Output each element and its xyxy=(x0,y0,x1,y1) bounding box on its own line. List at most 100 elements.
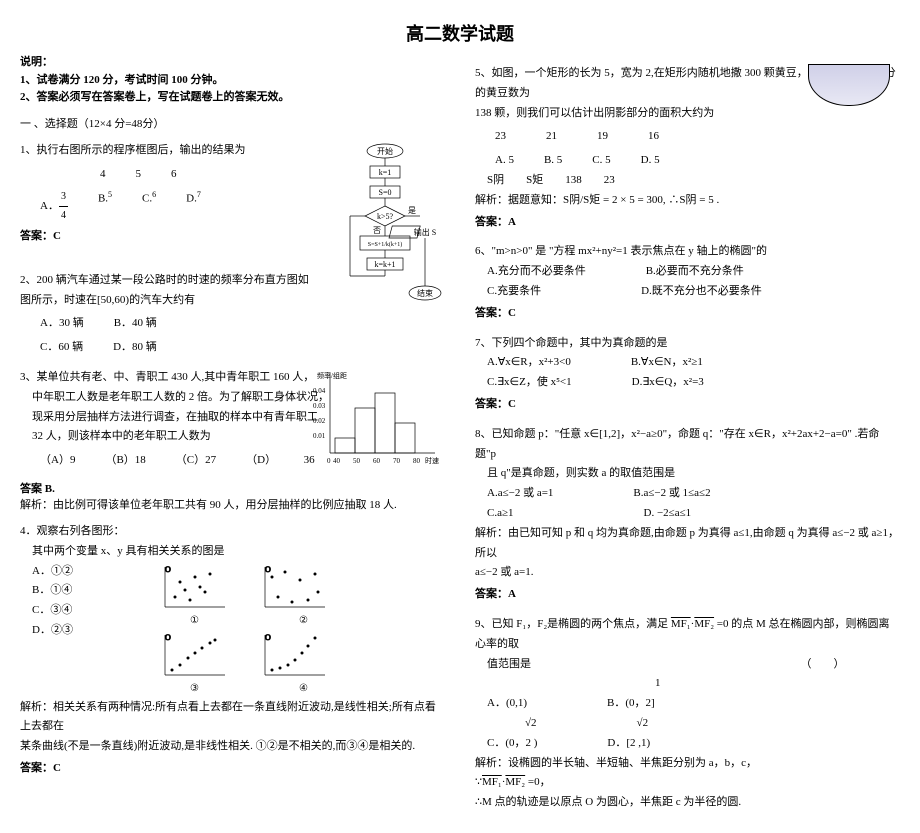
q5-opt-b: B. 5 xyxy=(544,151,562,171)
page-title: 高二数学试题 xyxy=(20,20,900,46)
svg-text:k=1: k=1 xyxy=(379,168,392,177)
q5-calc: 解析：据题意知：S阴/S矩 = 2 × 5 = 300, ∴S阴 = 5 . xyxy=(475,191,900,211)
q1-opt-d: D.7 xyxy=(186,188,201,225)
q3-opt-a: （A）9 xyxy=(40,451,75,471)
q7-opt-d: D.∃x∈Q，x²=3 xyxy=(632,373,704,393)
svg-text:40: 40 xyxy=(333,457,341,465)
q3-answer: 答案 B. xyxy=(20,480,445,496)
q2-opt-c: C．60 辆 xyxy=(40,338,83,358)
q4-opt-b: B．①④ xyxy=(32,581,160,601)
q7-opt-c: C.∃x∈Z，使 x⁵<1 xyxy=(487,373,572,393)
q3-opt-c: （C）27 xyxy=(176,451,216,471)
svg-text:80: 80 xyxy=(413,457,421,465)
question-5: 5、如图，一个矩形的长为 5，宽为 2,在矩形内随机地撒 300 颗黄豆，数得落… xyxy=(475,64,900,232)
q5-n3: 19 xyxy=(597,127,608,147)
svg-text:频率/组距: 频率/组距 xyxy=(317,371,347,380)
scatter-2: O xyxy=(260,562,330,612)
svg-text:开始: 开始 xyxy=(377,146,393,156)
question-6: 6、"m>n>0" 是 "方程 mx²+ny²=1 表示焦点在 y 轴上的椭圆"… xyxy=(475,242,900,323)
q5-answer: 答案：A xyxy=(475,213,900,233)
q5-opt-c: C. 5 xyxy=(592,151,610,171)
q9-expl-3: ∴M 点的轨迹是以原点 O 为圆心，半焦距 c 为半径的圆. xyxy=(475,793,900,813)
q5-l2: 138 颗，则我们可以估计出阴影部分的面积大约为 xyxy=(475,104,900,124)
note-2: 2、答案必须写在答案卷上，写在试题卷上的答案无效。 xyxy=(20,89,445,107)
q6-opt-a: A.充分而不必要条件 xyxy=(487,262,586,282)
q5-n1: 23 xyxy=(495,127,506,147)
scatter-4: O xyxy=(260,630,330,680)
q7-opt-b: B.∀x∈N，x²≥1 xyxy=(631,353,703,373)
svg-text:0: 0 xyxy=(327,457,331,465)
q9-expl-2: ∵MF₁·MF₂ =0， xyxy=(475,773,900,793)
q9-row1-b: 1 xyxy=(655,674,900,694)
svg-text:S=0: S=0 xyxy=(379,188,392,197)
svg-text:k>5?: k>5? xyxy=(377,212,394,221)
q9-stem: 9、已知 F₁，F₂是椭圆的两个焦点，满足 MF₁·MF₂ =0 的点 M 总在… xyxy=(475,615,900,655)
q9-l2: 值范围是 （ ） xyxy=(487,655,900,675)
q2-opt-d: D．80 辆 xyxy=(113,338,157,358)
q4-expl-1: 解析：相关关系有两种情况:所有点看上去都在一条直线附近波动,是线性相关;所有点看… xyxy=(20,698,445,738)
question-1: 1、执行右图所示的程序框图后，输出的结果为 4 5 6 A．34 B.5 C.6… xyxy=(20,141,445,261)
q6-answer: 答案：C xyxy=(475,304,900,324)
q5-n2: 21 xyxy=(546,127,557,147)
svg-text:60: 60 xyxy=(373,457,381,465)
question-2: 2、200 辆汽车通过某一段公路时的时速的频率分布直方图如图所示，时速在[50,… xyxy=(20,271,445,358)
histogram-chart: 频率/组距 时速 0.01 0.02 0.03 0.04 0 40 50 60 … xyxy=(305,368,445,468)
q4-answer: 答案：C xyxy=(20,759,445,779)
q4-stem: 4．观察右列各图形： xyxy=(20,522,445,542)
q5-opt-d: D. 5 xyxy=(641,151,660,171)
svg-text:时速: 时速 xyxy=(425,456,439,465)
q5-n4: 16 xyxy=(648,127,659,147)
q8-opt-a: A.a≤−2 或 a=1 xyxy=(487,484,553,504)
q8-l2: 且 q"是真命题，则实数 a 的取值范围是 xyxy=(487,464,900,484)
svg-text:输出 S: 输出 S xyxy=(414,227,436,237)
scatter-3: O xyxy=(160,630,230,680)
q2-stem: 2、200 辆汽车通过某一段公路时的时速的频率分布直方图如图所示，时速在[50,… xyxy=(20,271,310,311)
q9-opt-b: B．(0，2] xyxy=(607,694,655,714)
svg-text:70: 70 xyxy=(393,457,401,465)
q4-expl-2: 某条曲线(不是一条直线)附近波动,是非线性相关. ①②是不相关的,而③④是相关的… xyxy=(20,737,445,757)
svg-text:O: O xyxy=(265,633,271,642)
q6-stem: 6、"m>n>0" 是 "方程 mx²+ny²=1 表示焦点在 y 轴上的椭圆"… xyxy=(475,242,900,262)
q9-c-pre: √2 xyxy=(525,714,537,734)
q2-opt-b: B．40 辆 xyxy=(114,314,157,334)
q1-opt-b: B.5 xyxy=(98,188,112,225)
svg-text:0.02: 0.02 xyxy=(313,417,326,425)
svg-text:S=S+1/k(k+1): S=S+1/k(k+1) xyxy=(368,241,403,248)
q8-opt-d: D. −2≤a≤1 xyxy=(644,504,692,524)
note-1: 1、试卷满分 120 分，考试时间 100 分钟。 xyxy=(20,72,445,90)
q1-opt-c: C.6 xyxy=(142,188,156,225)
scatter-label-2: ② xyxy=(299,612,308,630)
question-8: 8、已知命题 p："任意 x∈[1,2]，x²−a≥0"，命题 q："存在 x∈… xyxy=(475,425,900,605)
svg-text:0.04: 0.04 xyxy=(313,387,326,395)
svg-text:O: O xyxy=(165,633,171,642)
q8-opt-c: C.a≥1 xyxy=(487,504,514,524)
q8-expl: 解析：由已知可知 p 和 q 均为真命题,由命题 p 为真得 a≤1,由命题 q… xyxy=(475,524,900,564)
svg-text:O: O xyxy=(265,565,271,574)
q9-expl-1: 解析：设椭圆的半长轴、半短轴、半焦距分别为 a，b，c， xyxy=(475,754,900,774)
q1-num-4: 4 xyxy=(100,165,106,185)
q7-stem: 7、下列四个命题中，其中为真命题的是 xyxy=(475,334,900,354)
scatter-label-3: ③ xyxy=(190,680,199,698)
q2-opt-a: A．30 辆 xyxy=(40,314,84,334)
scatter-1: O xyxy=(160,562,230,612)
q8-opt-b: B.a≤−2 或 1≤a≤2 xyxy=(633,484,710,504)
q8-stem: 8、已知命题 p："任意 x∈[1,2]，x²−a≥0"，命题 q："存在 x∈… xyxy=(475,425,900,465)
q3-opt-b: （B）18 xyxy=(105,451,145,471)
svg-text:50: 50 xyxy=(353,457,361,465)
scatter-label-1: ① xyxy=(190,612,199,630)
q9-opt-a: A．(0,1) xyxy=(487,694,527,714)
svg-text:0.03: 0.03 xyxy=(313,402,326,410)
q1-num-6: 6 xyxy=(171,165,177,185)
q4-opt-d: D．②③ xyxy=(32,621,160,641)
q8-expl2: a≤−2 或 a=1. xyxy=(475,563,900,583)
q7-answer: 答案：C xyxy=(475,395,900,415)
question-9: 9、已知 F₁，F₂是椭圆的两个焦点，满足 MF₁·MF₂ =0 的点 M 总在… xyxy=(475,615,900,813)
q3-explanation: 解析：由比例可得该单位老年职工共有 90 人，用分层抽样的比例应抽取 18 人. xyxy=(20,496,445,512)
question-3: 3、某单位共有老、中、青职工 430 人,其中青年职工 160 人， 中年职工人… xyxy=(20,368,445,478)
q6-opt-b: B.必要而不充分条件 xyxy=(646,262,744,282)
q1-opt-a: A．34 xyxy=(40,188,68,225)
svg-text:0.01: 0.01 xyxy=(313,432,326,440)
q9-d-pre: √2 xyxy=(637,714,649,734)
section-1-header: 一 、选择题（12×4 分=48分） xyxy=(20,115,445,131)
q4-opt-a: A．①② xyxy=(32,562,160,582)
